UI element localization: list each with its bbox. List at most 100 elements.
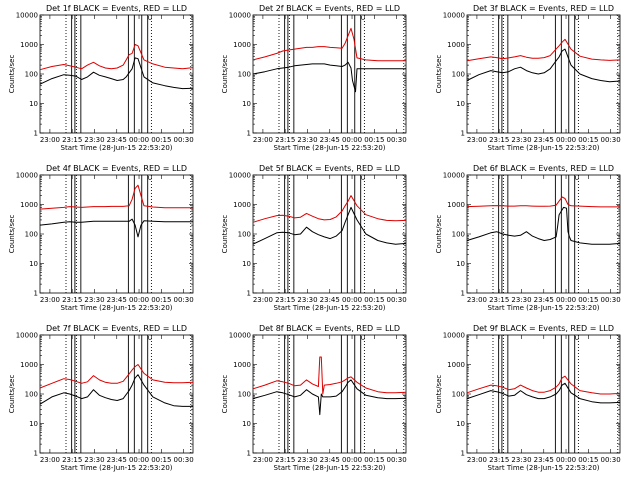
y-tick-label: 10 bbox=[242, 260, 251, 268]
y-tick-label: 1000 bbox=[20, 41, 38, 49]
plot-frame bbox=[39, 174, 194, 294]
x-tick-label: 00:00 bbox=[129, 296, 149, 304]
panel-det-3: Det 3f BLACK = Events, RED = LLD∪ 1 10 100 1… bbox=[435, 4, 621, 152]
y-tick-label: 1000 bbox=[447, 361, 465, 369]
y-axis-label: Counts/sec bbox=[221, 375, 229, 414]
x-tick-label: 00:30 bbox=[387, 136, 407, 144]
panel-det-8: Det 8f BLACK = Events, RED = LLD∪ 1 10 100 1… bbox=[221, 324, 407, 472]
x-axis-label: Start Time (28-Jun-15 22:53:20) bbox=[274, 464, 386, 472]
x-tick-label: 23:00 bbox=[40, 136, 60, 144]
y-axis-label: Counts/sec bbox=[221, 215, 229, 254]
x-axis-label: Start Time (28-Jun-15 22:53:20) bbox=[488, 304, 600, 312]
series-lld-line bbox=[252, 356, 407, 395]
x-tick-label: 23:30 bbox=[297, 456, 317, 464]
x-axis-label: Start Time (28-Jun-15 22:53:20) bbox=[488, 464, 600, 472]
y-tick-label: 100 bbox=[25, 391, 38, 399]
x-tick-label: 23:00 bbox=[253, 456, 273, 464]
x-tick-label: 00:15 bbox=[151, 296, 171, 304]
x-tick-label: 00:15 bbox=[578, 296, 598, 304]
plot-frame bbox=[39, 14, 194, 134]
x-axis-label: Start Time (28-Jun-15 22:53:20) bbox=[274, 144, 386, 152]
y-axis-label: Counts/sec bbox=[8, 375, 16, 414]
x-tick-label: 00:00 bbox=[129, 136, 149, 144]
panel-title: Det 1f BLACK = Events, RED = LLD bbox=[46, 4, 187, 13]
x-tick-label: 00:15 bbox=[151, 456, 171, 464]
x-tick-label: 23:45 bbox=[107, 296, 127, 304]
x-tick-label: 23:00 bbox=[467, 136, 487, 144]
y-tick-label: 1 bbox=[247, 450, 251, 458]
y-tick-label: 10000 bbox=[443, 332, 465, 340]
y-tick-label: 10 bbox=[456, 100, 465, 108]
series-events-line bbox=[466, 382, 621, 404]
series-events-line bbox=[252, 61, 406, 93]
y-tick-label: 10 bbox=[29, 420, 38, 428]
y-tick-label: 100 bbox=[452, 71, 465, 79]
y-tick-label: 10000 bbox=[229, 172, 251, 180]
x-tick-label: 00:00 bbox=[129, 456, 149, 464]
x-tick-label: 00:00 bbox=[556, 136, 576, 144]
legend-symbol: ∪ bbox=[574, 174, 579, 182]
panel-det-2: Det 2f BLACK = Events, RED = LLD∪ 1 10 100 1… bbox=[221, 4, 407, 152]
y-tick-label: 100 bbox=[25, 231, 38, 239]
x-tick-label: 00:15 bbox=[364, 456, 384, 464]
plot-frame bbox=[252, 334, 407, 454]
x-tick-label: 23:30 bbox=[84, 296, 104, 304]
y-axis-label: Counts/sec bbox=[435, 55, 443, 94]
x-tick-label: 00:00 bbox=[556, 296, 576, 304]
x-tick-label: 23:45 bbox=[107, 456, 127, 464]
x-tick-label: 00:30 bbox=[601, 136, 621, 144]
x-tick-label: 23:30 bbox=[511, 456, 531, 464]
series-events-line bbox=[39, 218, 193, 238]
y-axis-label: Counts/sec bbox=[221, 55, 229, 94]
series-lld-line bbox=[252, 27, 406, 62]
x-tick-label: 23:30 bbox=[84, 136, 104, 144]
panel-title: Det 9f BLACK = Events, RED = LLD bbox=[473, 324, 614, 333]
plot-frame bbox=[39, 334, 194, 454]
x-tick-label: 23:15 bbox=[489, 296, 509, 304]
legend-symbol: ∪ bbox=[147, 174, 152, 182]
y-tick-label: 10000 bbox=[229, 12, 251, 20]
panel-det-5: Det 5f BLACK = Events, RED = LLD∪ 1 10 100 1… bbox=[221, 164, 407, 312]
x-tick-label: 00:15 bbox=[364, 136, 384, 144]
plot-frame bbox=[252, 174, 407, 294]
y-tick-label: 100 bbox=[452, 231, 465, 239]
x-tick-label: 23:15 bbox=[275, 456, 295, 464]
x-tick-label: 23:30 bbox=[297, 136, 317, 144]
x-tick-label: 23:30 bbox=[511, 296, 531, 304]
x-tick-label: 23:45 bbox=[534, 136, 554, 144]
x-tick-label: 23:45 bbox=[107, 136, 127, 144]
x-tick-label: 23:15 bbox=[62, 136, 82, 144]
x-axis-label: Start Time (28-Jun-15 22:53:20) bbox=[274, 304, 386, 312]
series-events-line bbox=[252, 206, 407, 245]
y-tick-label: 1 bbox=[34, 290, 38, 298]
panel-det-7: Det 7f BLACK = Events, RED = LLD∪ 1 10 100 1… bbox=[8, 324, 194, 472]
x-tick-label: 23:45 bbox=[320, 296, 340, 304]
series-events-line bbox=[252, 379, 407, 416]
x-tick-label: 23:15 bbox=[489, 456, 509, 464]
x-axis-label: Start Time (28-Jun-15 22:53:20) bbox=[488, 144, 600, 152]
x-tick-label: 00:15 bbox=[151, 136, 171, 144]
x-tick-label: 23:15 bbox=[275, 296, 295, 304]
series-events-line bbox=[466, 48, 621, 83]
series-lld-line bbox=[39, 364, 194, 389]
legend-symbol: ∪ bbox=[574, 334, 579, 342]
x-tick-label: 23:30 bbox=[511, 136, 531, 144]
x-tick-label: 23:00 bbox=[467, 456, 487, 464]
x-tick-label: 00:30 bbox=[174, 456, 194, 464]
x-tick-label: 23:00 bbox=[467, 296, 487, 304]
x-tick-label: 23:00 bbox=[40, 296, 60, 304]
panel-det-1: Det 1f BLACK = Events, RED = LLD∪ 1 10 100 1… bbox=[8, 4, 194, 152]
x-tick-label: 23:15 bbox=[62, 456, 82, 464]
x-axis-label: Start Time (28-Jun-15 22:53:20) bbox=[61, 304, 173, 312]
y-tick-label: 10000 bbox=[443, 12, 465, 20]
y-tick-label: 1000 bbox=[447, 41, 465, 49]
x-tick-label: 00:00 bbox=[342, 456, 362, 464]
x-tick-label: 00:30 bbox=[387, 456, 407, 464]
y-tick-label: 10000 bbox=[16, 12, 38, 20]
y-tick-label: 10 bbox=[456, 260, 465, 268]
x-tick-label: 23:30 bbox=[297, 296, 317, 304]
y-tick-label: 1000 bbox=[20, 361, 38, 369]
panel-title: Det 8f BLACK = Events, RED = LLD bbox=[259, 324, 400, 333]
y-tick-label: 1 bbox=[247, 290, 251, 298]
y-tick-label: 10 bbox=[242, 420, 251, 428]
